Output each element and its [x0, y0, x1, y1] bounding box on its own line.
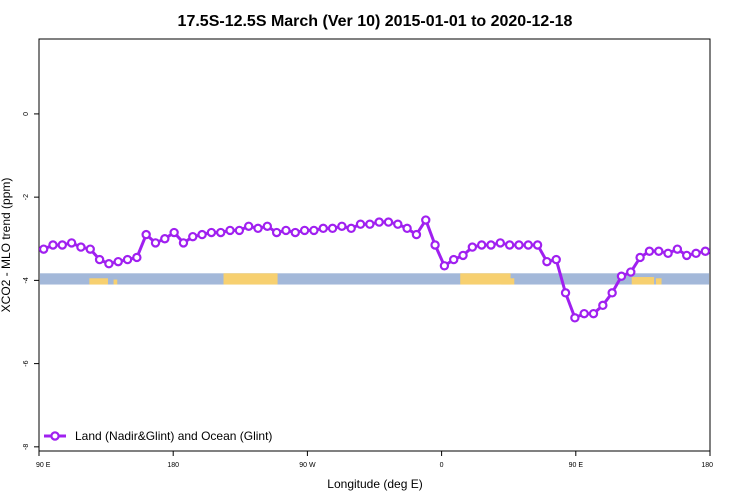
data-point: [76, 242, 86, 252]
data-point: [206, 227, 217, 238]
data-point: [94, 254, 105, 265]
land-band-segment: [460, 273, 511, 285]
data-point: [150, 238, 161, 248]
data-point: [458, 250, 468, 261]
data-point: [439, 261, 450, 271]
data-point: [160, 234, 170, 244]
x-tick-label: 90 W: [299, 462, 316, 469]
plot-area: 90 E 180 90 W 0 90 E 180 0 -2 -4 -6 -8: [23, 38, 713, 469]
data-point: [626, 267, 636, 277]
data-point: [169, 227, 179, 238]
data-point: [467, 242, 478, 252]
data-point: [523, 240, 533, 250]
data-point: [542, 256, 552, 267]
y-tick-label: -8: [23, 444, 30, 450]
data-point: [66, 238, 77, 248]
data-point: [616, 271, 627, 281]
data-point: [355, 219, 366, 229]
data-point: [318, 223, 328, 234]
data-point: [402, 223, 412, 234]
data-point: [346, 223, 356, 234]
data-point: [104, 259, 114, 269]
data-point: [253, 223, 263, 234]
data-point: [271, 227, 282, 238]
legend: Land (Nadir&Glint) and Ocean (Glint): [44, 429, 272, 443]
data-point: [337, 221, 347, 231]
y-tick-label: -2: [23, 194, 30, 200]
y-tick-label: -6: [23, 360, 30, 366]
data-point: [234, 225, 245, 236]
data-point: [309, 225, 319, 236]
data-point: [654, 246, 664, 256]
legend-marker: [50, 431, 60, 441]
data-point: [532, 240, 543, 250]
data-point: [327, 223, 338, 234]
land-band-segment: [631, 277, 655, 285]
data-point: [411, 229, 422, 240]
data-point: [383, 217, 394, 227]
data-point: [421, 215, 431, 225]
data-point: [243, 221, 254, 231]
y-tick-label: -4: [23, 277, 30, 283]
data-point: [570, 313, 580, 323]
x-tick-label: 90 E: [36, 462, 51, 469]
data-point: [607, 288, 617, 298]
data-point: [374, 217, 384, 227]
data-point: [644, 246, 655, 256]
data-point: [85, 244, 95, 254]
data-point: [449, 254, 459, 265]
data-point: [476, 240, 487, 250]
x-axis-label: Longitude (deg E): [327, 477, 422, 491]
ocean-band: [40, 273, 709, 285]
y-axis-label: XCO2 - MLO trend (ppm): [0, 178, 13, 313]
data-point: [188, 231, 198, 242]
data-point: [672, 244, 683, 254]
data-point: [225, 225, 235, 236]
data-point: [691, 248, 701, 259]
data-point: [132, 252, 142, 263]
data-point: [579, 308, 589, 319]
data-point: [663, 248, 673, 259]
data-point: [262, 221, 273, 231]
data-point: [393, 219, 403, 229]
chart-title: 17.5S-12.5S March (Ver 10) 2015-01-01 to…: [178, 13, 573, 30]
x-tick-label: 0: [440, 462, 444, 469]
land-band-segment: [223, 273, 278, 285]
plot-frame: [38, 38, 711, 452]
data-point: [122, 254, 133, 265]
x-tick-label: 90 E: [569, 462, 584, 469]
data-point: [486, 240, 496, 250]
data-point: [299, 225, 310, 236]
data-point: [598, 300, 608, 311]
data-point: [588, 308, 599, 319]
data-point: [48, 240, 58, 250]
data-point: [216, 227, 226, 238]
y-tick-label: 0: [23, 112, 30, 116]
data-point: [495, 238, 506, 248]
data-point: [700, 246, 711, 256]
data-point: [57, 240, 67, 250]
data-point: [682, 250, 692, 261]
data-point: [290, 227, 300, 238]
data-point: [560, 288, 571, 298]
data-point: [551, 254, 561, 265]
land-band-segment: [113, 279, 118, 285]
data-point: [504, 240, 515, 250]
data-point: [197, 229, 207, 240]
data-point: [365, 219, 375, 229]
data-point: [178, 238, 189, 248]
x-tick-label: 180: [701, 462, 713, 469]
data-point: [141, 229, 151, 240]
data-point: [635, 252, 645, 263]
data-point: [281, 225, 291, 236]
data-point: [38, 244, 49, 254]
data-point: [430, 240, 440, 250]
data-point: [113, 256, 123, 267]
x-tick-label: 180: [167, 462, 179, 469]
data-point: [514, 240, 524, 250]
land-band-segment: [655, 278, 662, 285]
legend-label: Land (Nadir&Glint) and Ocean (Glint): [75, 429, 272, 443]
land-band-segment: [89, 278, 108, 285]
